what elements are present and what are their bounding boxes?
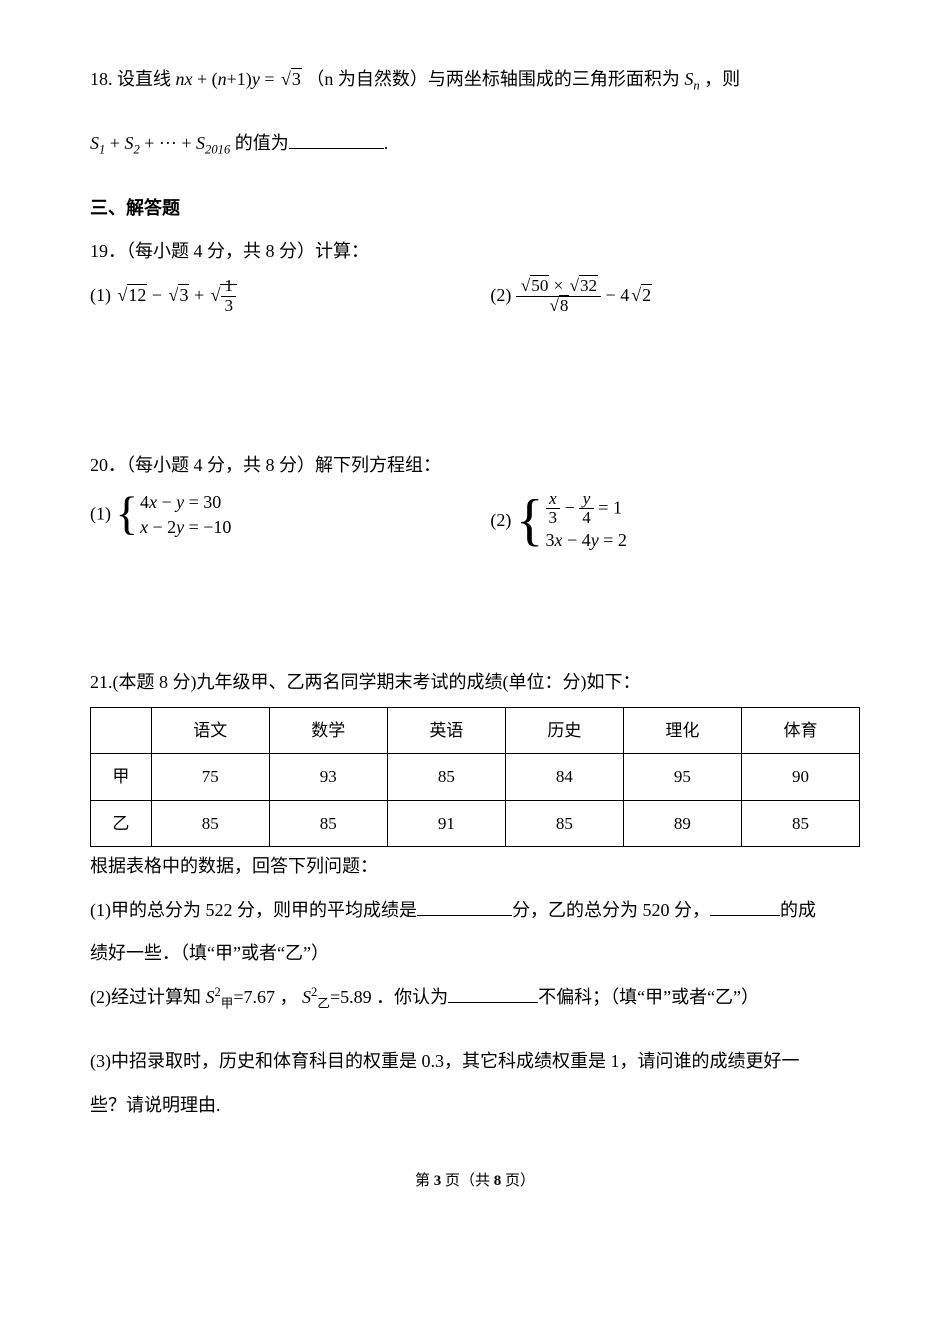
q19-head: 19．（每小题 4 分，共 8 分）计算： xyxy=(90,232,860,272)
q18-Sn: Sn xyxy=(684,69,699,89)
q18-line1: 18. 设直线 nx + (n+1)y = 3 （n 为自然数）与两坐标轴围成的… xyxy=(90,60,860,100)
q21-head: 21.(本题 8 分)九年级甲、乙两名同学期末考试的成绩(单位：分)如下： xyxy=(90,663,860,703)
score-table: 语文 数学 英语 历史 理化 体育 甲 75 93 85 84 95 90 乙 … xyxy=(90,707,860,847)
sqrt-12: 12 xyxy=(116,276,148,316)
q21-p1-line1: (1)甲的总分为 522 分，则甲的平均成绩是分，乙的总分为 520 分，的成 xyxy=(90,891,860,931)
th-chinese: 语文 xyxy=(151,707,269,753)
table-row: 甲 75 93 85 84 95 90 xyxy=(91,754,860,800)
blank-q21-bias xyxy=(448,984,538,1003)
q21-p1-line2: 绩好一些．（填“甲”或者“乙”） xyxy=(90,934,860,974)
q19-part2: (2) 50 × 32 8 − 42 xyxy=(490,276,860,316)
sqrt-frac: 13 xyxy=(209,276,237,316)
q20-head: 20．（每小题 4 分，共 8 分）解下列方程组： xyxy=(90,446,860,486)
th-pe: 体育 xyxy=(741,707,859,753)
q19-part1: (1) 12 − 3 + 13 xyxy=(90,276,490,316)
sqrt-3: 3 xyxy=(279,60,302,100)
blank-q21-avg xyxy=(417,897,512,916)
q18-tail: ，则 xyxy=(704,69,740,89)
q19-parts: (1) 12 − 3 + 13 (2) 50 × 32 8 − 42 xyxy=(90,276,860,316)
q18-prefix: 18. 设直线 xyxy=(90,69,176,89)
q20-p1-system: { 4x − y = 30 x − 2y = −10 xyxy=(116,490,232,540)
q21-p2: (2)经过计算知 S2甲=7.67 ， S2乙=5.89 ．你认为不偏科；（填“… xyxy=(90,978,860,1018)
th-english: 英语 xyxy=(387,707,505,753)
q19-p2-frac: 50 × 32 8 xyxy=(516,277,601,316)
q20-part1: (1) { 4x − y = 30 x − 2y = −10 xyxy=(90,490,490,540)
table-row: 乙 85 85 91 85 89 85 xyxy=(91,800,860,846)
q18-line2: S1 + S2 + ··· + S2016 的值为. xyxy=(90,124,860,164)
th-history: 历史 xyxy=(505,707,623,753)
sqrt-3b: 3 xyxy=(167,276,190,316)
q21-s-jia: S2甲=7.67 xyxy=(206,987,276,1007)
section-3-heading: 三、解答题 xyxy=(90,189,860,229)
th-math: 数学 xyxy=(269,707,387,753)
q21-p3-line1: (3)中招录取时，历史和体育科目的权重是 0.3，其它科成绩权重是 1，请问谁的… xyxy=(90,1042,860,1082)
q20-part2: (2) { x3 − y4 = 1 3x − 4y = 2 xyxy=(490,490,860,554)
table-header-row: 语文 数学 英语 历史 理化 体育 xyxy=(91,707,860,753)
q18-eq: nx + (n+1)y = 3 xyxy=(176,69,307,89)
blank-q21-who xyxy=(710,897,780,916)
q21-s-yi: S2乙=5.89 xyxy=(302,987,372,1007)
q20-parts: (1) { 4x − y = 30 x − 2y = −10 (2) { x3 … xyxy=(90,490,860,554)
q18-middle: （n 为自然数）与两坐标轴围成的三角形面积为 xyxy=(306,69,684,89)
q20-p2-system: { x3 − y4 = 1 3x − 4y = 2 xyxy=(516,490,627,554)
th-blank xyxy=(91,707,152,753)
page-footer: 第 3 页（共 8 页） xyxy=(90,1165,860,1198)
th-science: 理化 xyxy=(623,707,741,753)
q21-after-table: 根据表格中的数据，回答下列问题： xyxy=(90,847,860,887)
blank-q18 xyxy=(289,130,384,149)
q21-p3-line2: 些？请说明理由. xyxy=(90,1086,860,1126)
